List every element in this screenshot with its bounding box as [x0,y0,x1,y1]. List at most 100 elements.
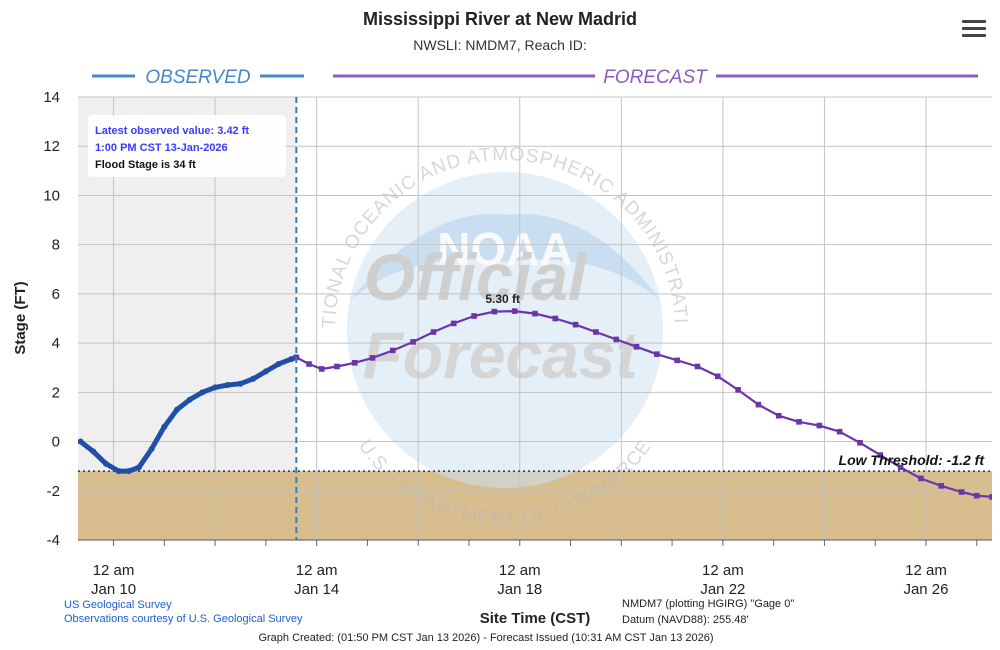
observed-point [275,361,282,368]
forecast-point [390,347,396,354]
forecast-point [973,492,980,499]
watermark-bird-shape [350,214,660,300]
footer-gage: NMDM7 (plotting HGIRG) "Gage 0" [622,598,794,610]
observed-point [250,375,257,382]
footer-usgs[interactable]: US Geological Survey [64,599,172,611]
menu-bar-2 [962,27,986,30]
forecast-point [735,387,741,393]
forecast-point [674,357,680,364]
forecast-point [958,489,965,495]
y-tick-label: 2 [52,384,60,401]
latest-value-tooltip: Latest observed value: 3.42 ft 1:00 PM C… [88,115,286,177]
tooltip-flood-stage: Flood Stage is 34 ft [95,159,196,171]
observed-point [78,438,84,445]
x-axis-ticks: 12 am Jan 10 12 am Jan 14 12 am Jan 18 12 am Ja… [91,562,948,598]
forecast-point [450,320,457,327]
x-tick-label-date: Jan 18 [497,581,542,598]
observed-point [186,396,193,403]
y-axis-ticks: 14 12 10 8 6 4 2 0 -2 -4 [43,89,60,549]
observed-point [237,380,244,387]
observed-phase-label: OBSERVED [92,67,304,88]
x-tick-label-time: 12 am [93,562,135,579]
hamburger-menu-icon[interactable] [962,20,986,40]
y-tick-label: 4 [52,335,60,352]
y-tick-label: 12 [43,138,60,155]
observed-point [148,445,155,452]
forecast-point [857,439,863,446]
watermark-logo-text: NOAA [437,223,572,275]
forecast-point [572,321,579,328]
forecast-point [306,361,312,367]
y-tick-label: -4 [47,532,60,549]
observed-point [288,356,295,363]
observed-point [135,464,142,471]
forecast-point [369,355,376,361]
footer-usgs-courtesy[interactable]: Observations courtesy of U.S. Geological… [64,613,303,625]
forecast-point [593,329,599,335]
y-tick-label: 10 [43,187,60,204]
forecast-point [816,422,823,429]
tooltip-latest-value: Latest observed value: 3.42 ft [95,125,249,137]
forecast-point [318,366,325,372]
forecast-point [471,313,477,319]
forecast-point [755,401,762,408]
forecast-point [715,373,721,380]
series-group [78,308,992,500]
observed-point [115,468,122,475]
x-axis-title: Site Time (CST) [480,610,591,627]
x-tick-label-date: Jan 22 [700,581,745,598]
forecast-point [877,452,884,458]
observed-point [224,381,231,388]
observed-point [102,460,109,467]
observed-point [212,384,219,391]
low-threshold-label: Low Threshold: -1.2 ft [839,452,986,468]
menu-bar-1 [962,20,986,23]
y-tick-label: 14 [43,89,60,106]
forecast-point [613,336,620,343]
menu-bar-3 [962,34,986,37]
forecast-point [918,475,924,482]
footer-datum: Datum (NAVD88): 255.48' [622,614,749,626]
footer-graph-created: Graph Created: (01:50 PM CST Jan 13 2026… [258,632,713,644]
observed-phase-text: OBSERVED [145,67,251,88]
y-tick-label: 6 [52,286,60,303]
forecast-point [633,344,640,350]
observed-point [174,406,181,413]
chart-title: Mississippi River at New Madrid [363,9,637,29]
forecast-point [796,419,802,425]
forecast-phase-label: FORECAST [333,67,978,88]
x-tick-label-time: 12 am [296,562,338,579]
forecast-point [836,428,843,435]
forecast-point [775,412,782,419]
forecast-point [410,339,416,345]
y-axis-title: Stage (FT) [12,281,29,354]
observed-point [262,368,269,375]
forecast-phase-text: FORECAST [603,67,708,88]
x-tick-label-time: 12 am [499,562,541,579]
forecast-point [351,360,358,366]
x-tick-label-time: 12 am [702,562,744,579]
x-tick-label-date: Jan 10 [91,581,136,598]
x-tick-label-time: 12 am [905,562,947,579]
y-tick-label: 8 [52,237,60,254]
peak-value-label: 5.30 ft [485,292,520,306]
forecast-point [989,494,992,500]
forecast-point [511,308,518,314]
watermark-word-official: Official [364,240,588,314]
y-tick-label: 0 [52,434,60,451]
x-tick-label-date: Jan 26 [903,581,948,598]
forecast-point [694,363,701,370]
forecast-point [654,351,660,357]
watermark-word-forecast: Forecast [362,318,640,392]
forecast-point [334,363,340,370]
observed-point [90,448,97,455]
chart-subtitle: NWSLI: NMDM7, Reach ID: [413,37,586,53]
x-tick-label-date: Jan 14 [294,581,339,598]
observed-point [199,389,206,396]
forecast-point [897,464,904,471]
observed-point [161,423,168,430]
observed-point [125,468,132,475]
forecast-point [938,483,945,489]
